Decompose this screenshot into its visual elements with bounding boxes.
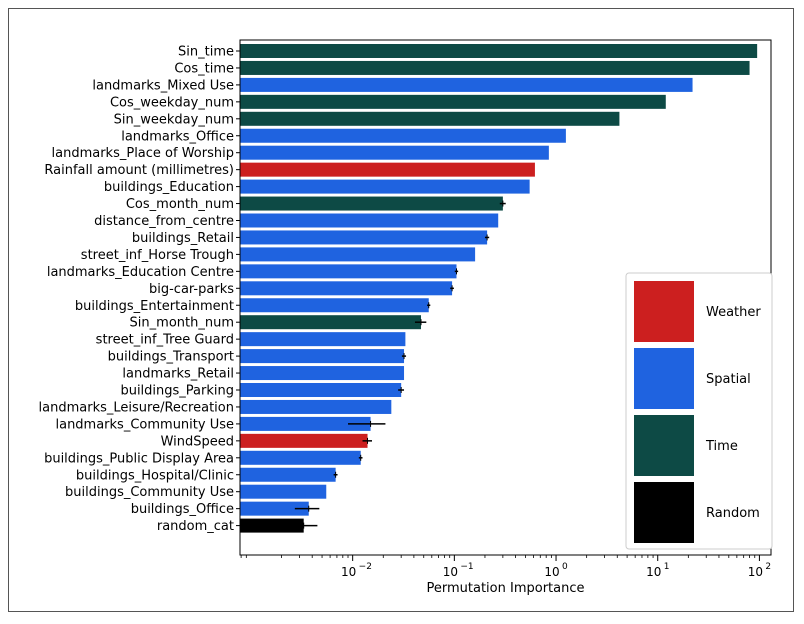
bar-landmarks-place-of-worship [240,145,549,160]
category-label-landmarks-retail: landmarks_Retail [122,367,234,382]
category-label-buildings-parking: buildings_Parking [120,384,234,399]
category-label-cos-time: Cos_time [174,61,234,76]
legend-label-time: Time [705,439,738,454]
bar-random-cat [240,518,304,533]
bar-windspeed [240,433,368,448]
bar-cos-month-num [240,196,503,211]
legend-swatch-random [634,482,694,543]
x-tick-label: 10 [646,565,661,579]
x-tick-exponent: 2 [765,562,771,572]
x-tick-exponent: −2 [359,562,372,572]
bar-landmarks-education-centre [240,264,457,279]
category-label-landmarks-mixed-use: landmarks_Mixed Use [92,78,234,93]
category-label-buildings-transport: buildings_Transport [108,350,234,365]
bar-buildings-parking [240,383,402,397]
category-label-big-car-parks: big-car-parks [149,282,234,297]
category-label-distance-from-centre: distance_from_centre [94,214,234,229]
category-label-buildings-education: buildings_Education [104,180,234,195]
legend-swatch-time [634,415,694,476]
bar-street-inf-tree-guard [240,332,406,347]
category-label-street-inf-horse-trough: street_inf_Horse Trough [81,248,234,263]
bar-buildings-public-display-area [240,450,361,465]
bar-buildings-transport [240,349,405,364]
bar-buildings-community-use [240,484,327,499]
legend-label-spatial: Spatial [706,372,751,387]
category-label-buildings-hospital-clinic: buildings_Hospital/Clinic [76,468,234,483]
bar-cos-weekday-num [240,94,666,109]
category-label-buildings-public-display-area: buildings_Public Display Area [44,451,234,466]
category-label-landmarks-leisure-recreation: landmarks_Leisure/Recreation [39,400,234,415]
category-label-cos-month-num: Cos_month_num [126,197,234,212]
x-tick-label: 10 [544,565,559,579]
category-label-landmarks-education-centre: landmarks_Education Centre [47,265,234,280]
bar-buildings-hospital-clinic [240,467,336,482]
category-label-landmarks-community-use: landmarks_Community Use [55,417,234,432]
legend-label-random: Random [706,506,760,521]
legend: Weather Spatial Time Random [625,272,773,550]
legend-label-weather: Weather [706,305,761,320]
category-label-buildings-entertainment: buildings_Entertainment [75,299,234,314]
x-axis-ticks: 10 −2 10 −1 10 0 10 1 10 2 [240,555,771,579]
category-label-sin-time: Sin_time [178,45,234,60]
bar-landmarks-leisure-recreation [240,399,392,414]
category-label-rainfall-amount-millimetres: Rainfall amount (millimetres) [44,163,234,178]
bar-landmarks-retail [240,366,405,381]
bar-sin-time [240,44,758,58]
category-label-sin-weekday-num: Sin_weekday_num [114,112,234,127]
x-tick-exponent: 1 [664,562,670,572]
bar-buildings-entertainment [240,298,429,313]
category-label-buildings-community-use: buildings_Community Use [65,485,234,500]
bars-group [240,44,758,533]
category-label-cos-weekday-num: Cos_weekday_num [110,95,234,110]
bar-landmarks-office [240,128,566,143]
bar-buildings-retail [240,230,488,245]
bar-landmarks-community-use [240,416,371,431]
bar-big-car-parks [240,281,453,296]
bar-cos-time [240,60,750,75]
bar-buildings-office [240,501,309,516]
bar-distance-from-centre [240,213,499,228]
bar-buildings-education [240,179,530,194]
category-label-random-cat: random_cat [157,519,234,534]
category-label-sin-month-num: Sin_month_num [130,316,234,331]
legend-swatch-weather [634,281,694,342]
category-label-windspeed: WindSpeed [161,434,234,449]
bar-sin-month-num [240,315,422,330]
bar-sin-weekday-num [240,111,620,126]
x-axis-title: Permutation Importance [427,581,585,596]
x-tick-exponent: 0 [562,562,568,572]
x-tick-exponent: −1 [460,562,473,572]
legend-swatch-spatial [634,348,694,409]
bar-street-inf-horse-trough [240,247,476,262]
category-label-buildings-office: buildings_Office [131,502,234,517]
bar-landmarks-mixed-use [240,77,693,92]
x-tick-label: 10 [341,565,356,579]
x-tick-label: 10 [748,565,763,579]
bar-rainfall-amount-millimetres [240,162,535,177]
category-label-landmarks-office: landmarks_Office [121,129,234,144]
x-tick-label: 10 [443,565,458,579]
category-label-buildings-retail: buildings_Retail [132,231,234,246]
category-label-landmarks-place-of-worship: landmarks_Place of Worship [52,146,234,161]
category-label-street-inf-tree-guard: street_inf_Tree Guard [96,333,234,348]
